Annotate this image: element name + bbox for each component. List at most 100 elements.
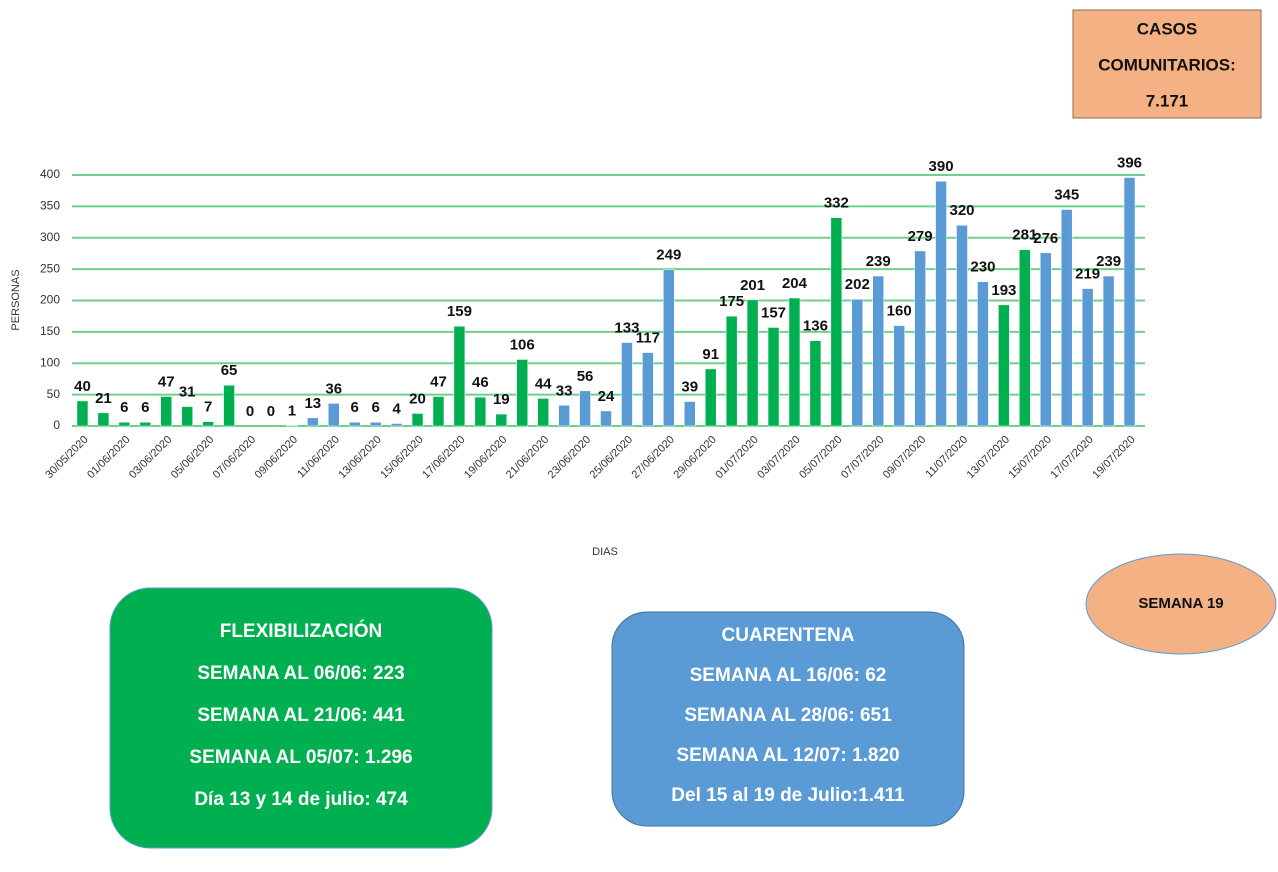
x-tick-label: 03/06/2020 <box>127 434 174 481</box>
bar <box>663 269 675 427</box>
x-tick-label: 13/06/2020 <box>336 434 383 481</box>
x-tick-label: 25/06/2020 <box>588 434 635 481</box>
bar <box>1123 177 1136 427</box>
cuarentena-box <box>611 611 965 827</box>
bar <box>1019 249 1031 427</box>
cuarentena-line: SEMANA AL 12/07: 1.820 <box>676 745 899 766</box>
flex-line: SEMANA AL 06/06: 223 <box>197 663 404 684</box>
bar <box>788 297 801 427</box>
data-label: 279 <box>908 228 933 245</box>
data-label: 106 <box>510 336 535 353</box>
bar <box>746 299 759 427</box>
bar <box>621 342 633 427</box>
bar <box>684 401 696 427</box>
data-label: 219 <box>1075 266 1100 283</box>
data-label: 332 <box>824 195 849 212</box>
y-tick-label: 400 <box>40 167 60 181</box>
bar <box>307 417 319 427</box>
bar <box>76 400 89 427</box>
x-tick-label: 17/06/2020 <box>420 434 467 481</box>
data-label: 345 <box>1054 186 1079 203</box>
x-tick-label: 05/07/2020 <box>797 434 844 481</box>
x-tick-label: 13/07/2020 <box>965 434 1012 481</box>
y-tick-label: 200 <box>40 293 60 307</box>
bar <box>851 298 864 427</box>
bar <box>118 421 131 427</box>
bar <box>893 325 905 427</box>
x-tick-label: 23/06/2020 <box>546 434 593 481</box>
bar <box>600 410 612 427</box>
x-tick-label: 07/07/2020 <box>839 434 886 481</box>
data-label: 19 <box>493 391 510 408</box>
flex-line: FLEXIBILIZACIÓN <box>220 620 383 642</box>
bar <box>139 421 152 427</box>
x-tick-label: 15/06/2020 <box>378 434 425 481</box>
data-label: 21 <box>95 390 112 407</box>
data-label: 36 <box>325 380 342 397</box>
bar <box>642 352 654 427</box>
bar <box>872 275 884 427</box>
x-tick-label: 15/07/2020 <box>1007 434 1054 481</box>
data-label: 202 <box>845 276 870 293</box>
data-label: 320 <box>949 202 974 219</box>
cuarentena-line: SEMANA AL 28/06: 651 <box>684 705 892 726</box>
data-label: 6 <box>120 399 128 416</box>
bar <box>558 405 570 427</box>
bar <box>809 340 822 427</box>
flex-box <box>109 587 493 849</box>
total-line: COMUNITARIOS: <box>1098 55 1236 74</box>
data-label: 281 <box>1012 227 1037 244</box>
bar <box>97 412 110 427</box>
bar <box>977 281 989 427</box>
data-label: 133 <box>614 320 639 337</box>
flex-line: SEMANA AL 05/07: 1.296 <box>189 747 412 768</box>
data-label: 276 <box>1033 230 1058 247</box>
x-tick-label: 19/06/2020 <box>462 434 509 481</box>
data-label: 0 <box>246 403 254 420</box>
x-tick-label: 09/06/2020 <box>253 434 300 481</box>
data-label: 40 <box>74 378 91 395</box>
x-tick-label: 21/06/2020 <box>504 434 551 481</box>
bar <box>1040 252 1052 427</box>
data-label: 6 <box>141 399 149 416</box>
flex-line: SEMANA AL 21/06: 441 <box>197 705 405 726</box>
week-ellipse <box>1085 553 1277 655</box>
data-label: 47 <box>158 373 175 390</box>
bar <box>914 250 926 427</box>
week-label: SEMANA 19 <box>1138 595 1223 612</box>
data-label: 136 <box>803 318 828 335</box>
x-tick-label: 01/06/2020 <box>85 434 132 481</box>
bar <box>704 368 717 427</box>
bar <box>516 359 528 427</box>
bar <box>579 390 591 427</box>
data-label: 160 <box>887 303 912 320</box>
bar <box>369 421 382 427</box>
bar <box>1102 275 1115 427</box>
flex-line: Día 13 y 14 de julio: 474 <box>194 789 408 810</box>
data-label: 4 <box>392 400 401 417</box>
data-label: 46 <box>472 374 489 391</box>
x-tick-label: 05/06/2020 <box>169 434 216 481</box>
data-label: 31 <box>179 384 196 401</box>
bar <box>767 327 780 427</box>
data-label: 0 <box>267 403 275 420</box>
bar <box>956 224 968 427</box>
data-label: 249 <box>656 247 681 264</box>
bar <box>202 421 214 427</box>
cuarentena-line: SEMANA AL 16/06: 62 <box>690 665 887 686</box>
data-label: 33 <box>556 382 573 399</box>
bar <box>537 398 549 427</box>
bar <box>453 325 466 427</box>
bar <box>348 421 361 427</box>
bar <box>390 423 403 427</box>
total-line: 7.171 <box>1146 91 1189 110</box>
data-label: 201 <box>740 277 765 294</box>
data-label: 6 <box>351 399 359 416</box>
bar <box>830 217 843 427</box>
bar <box>998 304 1010 427</box>
data-label: 13 <box>304 395 321 412</box>
data-label: 20 <box>409 390 426 407</box>
bar <box>223 384 235 427</box>
data-label: 1 <box>288 402 296 419</box>
